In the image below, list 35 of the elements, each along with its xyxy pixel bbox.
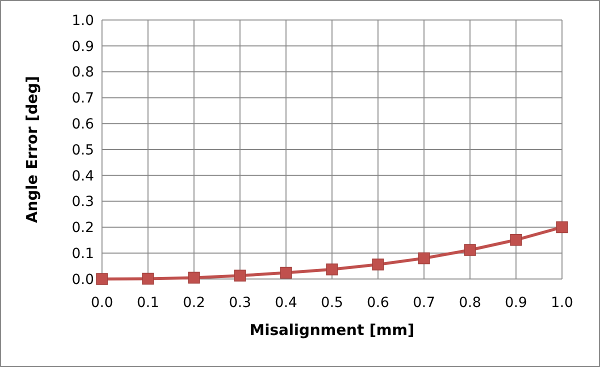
x-tick-label: 0.0 <box>90 295 114 311</box>
x-tick-label: 0.8 <box>458 295 482 311</box>
y-tick-label: 0.9 <box>72 38 94 55</box>
y-tick-label: 0.4 <box>72 168 94 184</box>
point <box>188 272 200 284</box>
x-tick-label: 0.5 <box>320 295 344 311</box>
x-tick-label: 0.1 <box>136 295 160 311</box>
point <box>234 270 246 282</box>
y-tick-label: 0.7 <box>72 90 94 107</box>
x-tick-label: 0.6 <box>366 295 390 311</box>
y-tick-label: 0.0 <box>72 272 94 288</box>
point <box>142 272 154 285</box>
point <box>418 252 430 264</box>
point <box>372 258 384 270</box>
y-tick-label: 0.3 <box>72 194 94 210</box>
y-tick-label: 0.5 <box>72 142 94 158</box>
y-tick-label: 0.2 <box>72 220 94 236</box>
point <box>326 264 338 276</box>
point <box>96 273 108 285</box>
y-tick-label: 0.1 <box>72 246 94 262</box>
x-axis-title: Misalignment [mm] <box>250 321 414 339</box>
x-tick-label: 0.9 <box>504 295 528 311</box>
x-tick-label: 0.4 <box>274 295 298 311</box>
point <box>510 234 522 246</box>
y-axis-title: Angle Error [deg] <box>23 76 41 223</box>
x-tick-label: 1.0 <box>550 295 574 311</box>
y-tick-label: 1.0 <box>72 12 94 29</box>
point <box>556 221 568 234</box>
y-tick-label: 0.8 <box>72 64 94 81</box>
x-tick-label: 0.3 <box>228 295 252 311</box>
x-tick-label: 0.7 <box>412 295 436 311</box>
point <box>464 244 476 256</box>
point <box>280 266 292 279</box>
x-tick-label: 0.2 <box>182 295 206 311</box>
y-tick-label: 0.6 <box>72 116 94 132</box>
